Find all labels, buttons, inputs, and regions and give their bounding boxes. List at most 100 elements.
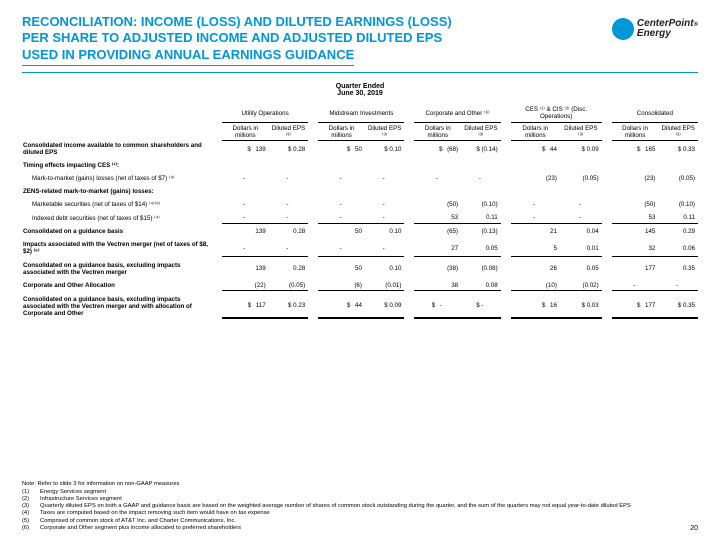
cell-dollars: - — [414, 174, 461, 184]
cell-dollars: $44 — [511, 141, 560, 158]
cell-dollars: $16 — [511, 294, 560, 318]
cell-eps: (0.10) — [658, 200, 698, 210]
title-line-2: PER SHARE TO ADJUSTED INCOME AND ADJUSTE… — [22, 30, 612, 46]
cell-dollars: 177 — [612, 260, 659, 277]
cell-eps: 0.05 — [461, 240, 501, 257]
row-label: Impacts associated with the Vectren merg… — [22, 240, 212, 257]
row-label: Consolidated on a guidance basis, exclud… — [22, 294, 212, 318]
table-row: Impacts associated with the Vectren merg… — [22, 240, 698, 257]
cell-eps: - — [269, 213, 309, 224]
footnote-item: (3)Quarterly diluted EPS on both a GAAP … — [22, 503, 698, 510]
logo-text: CenterPoint® Energy — [637, 19, 698, 39]
logo-dot-icon — [612, 18, 634, 40]
cell-dollars: (50) — [612, 200, 659, 210]
row-label: Corporate and Other Allocation — [22, 280, 212, 291]
cell-eps: $ (0.14) — [461, 141, 501, 158]
cell-eps: $ 0.35 — [658, 294, 698, 318]
cell-eps: (0.13) — [461, 227, 501, 237]
brand-2: Energy — [637, 28, 671, 39]
cell-dollars: (65) — [414, 227, 461, 237]
cell-eps: (0.10) — [461, 200, 501, 210]
cell-dollars: - — [222, 240, 269, 257]
footnote-item: (4)Taxes are computed based on the impac… — [22, 510, 698, 517]
cell-dollars: $165 — [612, 141, 659, 158]
cell-eps: 0.28 — [269, 260, 309, 277]
cell-eps: - — [269, 240, 309, 257]
cell-dollars: 50 — [318, 227, 365, 237]
cell-dollars: - — [222, 174, 269, 184]
subcol-dollars: Dollars in millions — [511, 123, 560, 141]
cell-dollars: 145 — [612, 227, 659, 237]
cell-eps: 0.29 — [658, 227, 698, 237]
cell-eps: (0.02) — [560, 280, 602, 291]
col-group: Utility Operations — [222, 105, 308, 123]
subcol-dollars: Dollars in millions — [612, 123, 659, 141]
cell-eps: 0.10 — [365, 227, 405, 237]
page-title: RECONCILIATION: INCOME (LOSS) AND DILUTE… — [22, 14, 612, 66]
notes-head: Note: Refer to slide 3 for information o… — [22, 481, 698, 488]
cell-eps: (0.05) — [269, 280, 309, 291]
table-row: Corporate and Other Allocation (22)(0.05)… — [22, 280, 698, 291]
table-row: Consolidated on a guidance basis 1390.28 5… — [22, 227, 698, 237]
subcol-eps: Diluted EPS ⁽³⁾ — [365, 123, 405, 141]
reconciliation-table: Utility OperationsMidstream InvestmentsC… — [0, 97, 720, 323]
cell-dollars: - — [511, 213, 560, 224]
cell-eps: 0.06 — [658, 240, 698, 257]
cell-dollars: 5 — [511, 240, 560, 257]
cell-eps: - — [461, 174, 501, 184]
cell-dollars: 53 — [414, 213, 461, 224]
cell-dollars: (6) — [318, 280, 365, 291]
cell-eps: - — [365, 240, 405, 257]
period-label: Quarter Ended June 30, 2019 — [0, 83, 720, 97]
cell-eps: 0.28 — [269, 227, 309, 237]
row-label: Timing effects impacting CES ⁽¹⁾: — [22, 161, 212, 171]
cell-dollars: (10) — [511, 280, 560, 291]
cell-dollars: $(68) — [414, 141, 461, 158]
cell-dollars: (23) — [511, 174, 560, 184]
table-row: Consolidated on a guidance basis, exclud… — [22, 294, 698, 318]
cell-dollars: (23) — [612, 174, 659, 184]
cell-dollars: 139 — [222, 227, 269, 237]
row-label: Indexed debt securities (net of taxes of… — [22, 213, 212, 224]
cell-dollars: $117 — [222, 294, 269, 318]
cell-eps: 0.05 — [560, 260, 602, 277]
cell-dollars: (22) — [222, 280, 269, 291]
cell-eps: - — [560, 213, 602, 224]
row-label: Consolidated on a guidance basis — [22, 227, 212, 237]
subcol-eps: Diluted EPS ⁽³⁾ — [560, 123, 602, 141]
cell-eps: $ - — [461, 294, 501, 318]
cell-dollars: $44 — [318, 294, 365, 318]
cell-eps: $ 0.09 — [560, 141, 602, 158]
cell-dollars: - — [318, 213, 365, 224]
cell-eps: - — [269, 174, 309, 184]
cell-dollars: 26 — [511, 260, 560, 277]
period-1: Quarter Ended — [0, 83, 720, 90]
cell-eps: 0.10 — [365, 260, 405, 277]
cell-eps: 0.35 — [658, 260, 698, 277]
brand-logo: CenterPoint® Energy — [612, 14, 698, 40]
footnote-item: (1)Energy Services segment — [22, 489, 698, 496]
cell-dollars: - — [318, 174, 365, 184]
table-row: Indexed debt securities (net of taxes of… — [22, 213, 698, 224]
cell-eps: 0.01 — [560, 240, 602, 257]
subcol-dollars: Dollars in millions — [222, 123, 269, 141]
row-label: Mark-to-market (gains) losses (net of ta… — [22, 174, 212, 184]
table-row: Marketable securities (net of taxes of $… — [22, 200, 698, 210]
cell-dollars: - — [318, 200, 365, 210]
subcol-dollars: Dollars in millions — [318, 123, 365, 141]
row-label: Consolidated income available to common … — [22, 141, 212, 158]
cell-eps: $ 0.28 — [269, 141, 309, 158]
cell-eps: (0.05) — [658, 174, 698, 184]
footnotes: Note: Refer to slide 3 for information o… — [22, 481, 698, 532]
cell-eps: - — [658, 280, 698, 291]
cell-dollars: (38) — [414, 260, 461, 277]
cell-dollars: 50 — [318, 260, 365, 277]
cell-eps: (0.05) — [560, 174, 602, 184]
cell-dollars: $50 — [318, 141, 365, 158]
cell-eps: - — [365, 174, 405, 184]
cell-eps: - — [365, 213, 405, 224]
title-underline — [22, 72, 698, 73]
row-label: ZENS-related mark-to-market (gains) loss… — [22, 187, 212, 197]
cell-dollars: $177 — [612, 294, 659, 318]
footnote-item: (5)Comprised of common stock of AT&T Inc… — [22, 518, 698, 525]
